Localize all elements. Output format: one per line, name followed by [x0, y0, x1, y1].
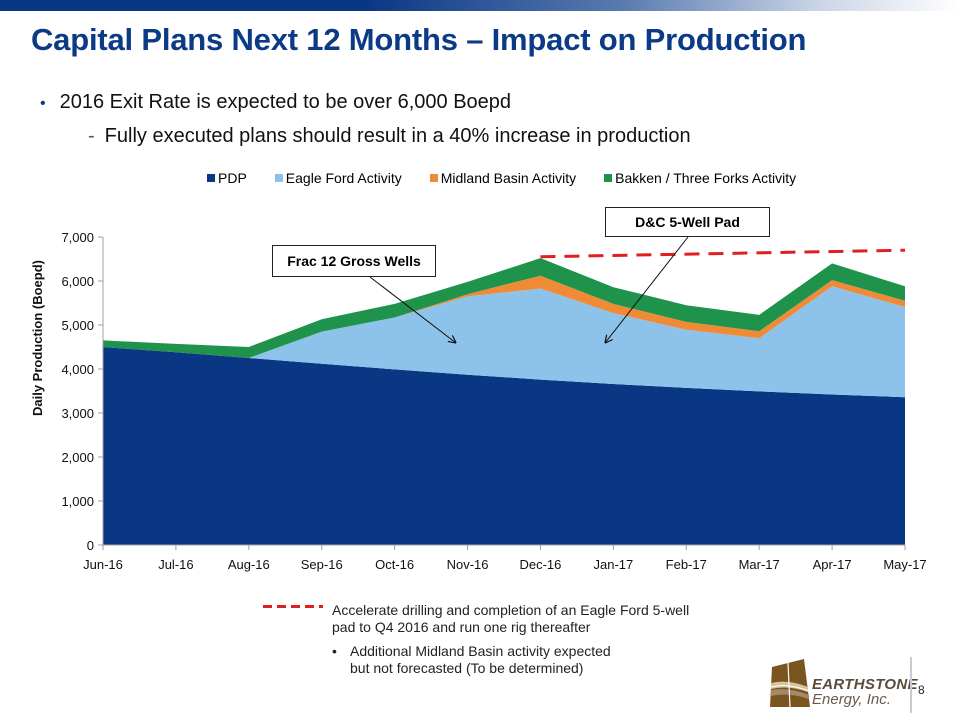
bullet-text: Fully executed plans should result in a … — [104, 125, 691, 147]
dashed-line-legend-icon — [263, 605, 323, 608]
dashed-line-note: Accelerate drilling and completion of an… — [332, 602, 690, 635]
y-tick-label: 1,000 — [61, 494, 94, 509]
axes — [102, 237, 905, 546]
callout-frac-wells: Frac 12 Gross Wells — [272, 245, 436, 277]
midland-note-text: Additional Midland Basin activity expect… — [350, 643, 611, 676]
callout-dc-pad: D&C 5-Well Pad — [605, 207, 770, 237]
tick-labels: 0 1,000 2,000 3,000 4,000 5,000 6,000 7,000 Jun-… — [61, 230, 926, 572]
callout-text: D&C 5-Well Pad — [635, 214, 740, 230]
x-tick-label: Sep-16 — [301, 557, 343, 572]
y-tick-label: 5,000 — [61, 318, 94, 333]
legend-item-pdp: PDP — [207, 170, 247, 186]
earthstone-logo-icon — [770, 659, 810, 708]
x-tick-label: Nov-16 — [447, 557, 489, 572]
y-tick-label: 4,000 — [61, 362, 94, 377]
y-axis-label: Daily Production (Boepd) — [30, 260, 45, 416]
legend-item-midland-basin-activity: Midland Basin Activity — [429, 170, 577, 186]
callout-arrow — [369, 276, 456, 343]
page-number: 8 — [918, 683, 925, 697]
area-midland-basin-activity — [103, 275, 905, 358]
target-dashed-line — [540, 248, 906, 259]
legend-swatch — [274, 174, 283, 182]
footer-divider — [910, 657, 912, 713]
legend-label: Bakken / Three Forks Activity — [615, 170, 797, 186]
y-tick-label: 3,000 — [61, 406, 94, 421]
x-tick-label: Mar-17 — [739, 557, 780, 572]
area-pdp — [103, 347, 905, 545]
bullet-marker: • — [40, 95, 46, 112]
logo-name: EARTHSTONE — [812, 676, 918, 693]
y-tick-label: 0 — [87, 538, 94, 553]
x-tick-label: Aug-16 — [228, 557, 270, 572]
legend-label: Eagle Ford Activity — [285, 170, 402, 186]
legend-item-eagle-ford-activity: Eagle Ford Activity — [274, 170, 402, 186]
area-bakken-three-forks-activity — [103, 258, 905, 358]
bullet-marker: • — [332, 643, 337, 659]
y-tick-label: 6,000 — [61, 274, 94, 289]
x-tick-label: Feb-17 — [666, 557, 707, 572]
y-tick-label: 2,000 — [61, 450, 94, 465]
callout-text: Frac 12 Gross Wells — [287, 253, 421, 269]
legend-swatch — [207, 174, 215, 182]
x-tick-label: Jan-17 — [593, 557, 633, 572]
x-tick-label: Jul-16 — [158, 557, 193, 572]
area-layers — [103, 258, 905, 545]
slide-title: Capital Plans Next 12 Months – Impact on… — [31, 22, 807, 57]
legend-label: Midland Basin Activity — [440, 170, 577, 186]
legend-item-bakken-three-forks-activity: Bakken / Three Forks Activity — [604, 170, 796, 186]
chart-legend: PDP Eagle Ford Activity Midland Basin Acti… — [207, 170, 796, 186]
legend-swatch — [604, 174, 613, 182]
sub-bullet-increase: - Fully executed plans should result in a… — [88, 125, 691, 148]
logo-subname: Energy, Inc. — [812, 691, 891, 708]
x-tick-label: Oct-16 — [375, 557, 414, 572]
bullet-text: 2016 Exit Rate is expected to be over 6,… — [59, 91, 512, 113]
header-gradient-bar — [0, 0, 960, 11]
x-tick-label: Dec-16 — [519, 557, 561, 572]
dash-marker: - — [88, 125, 95, 147]
callout-arrow — [605, 236, 689, 343]
legend-label: PDP — [218, 170, 247, 186]
x-tick-label: May-17 — [883, 557, 926, 572]
area-eagle-ford-activity — [103, 286, 905, 398]
midland-note: • Additional Midland Basin activity expe… — [332, 643, 632, 677]
overlay — [369, 236, 906, 343]
legend-swatch — [429, 174, 438, 182]
y-tick-label: 7,000 — [61, 230, 94, 245]
bullet-exit-rate: • 2016 Exit Rate is expected to be over 6… — [40, 91, 511, 114]
x-tick-label: Apr-17 — [813, 557, 852, 572]
x-tick-label: Jun-16 — [83, 557, 123, 572]
